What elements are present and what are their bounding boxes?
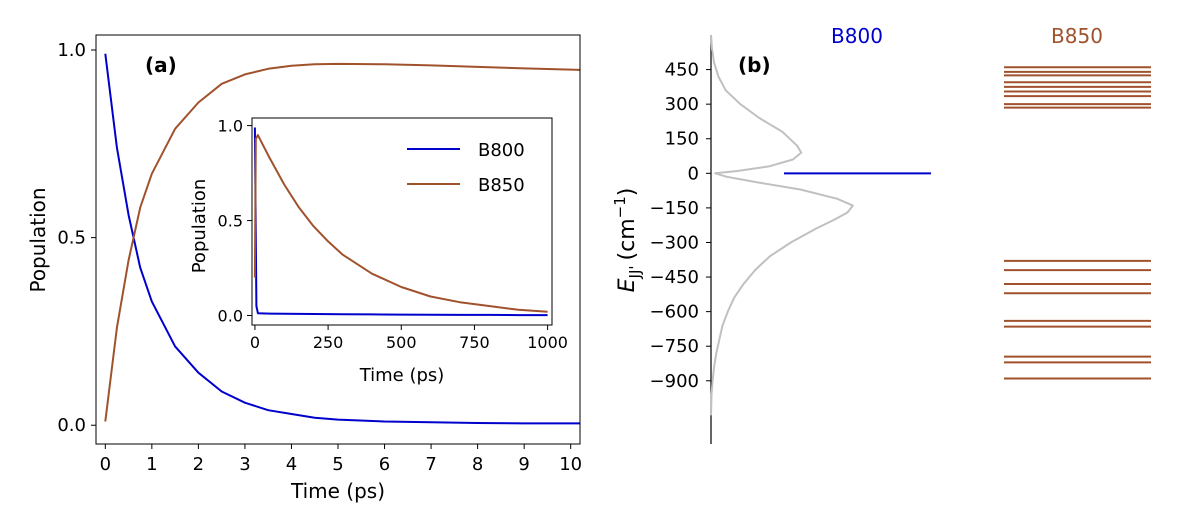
panel-a: 0 1 2 3 4 5 6 7 8 9 10 0.0 0.5 1.0 Time (ps) Populat…: [26, 34, 582, 503]
panel-b-levels-group: [784, 66, 1151, 380]
panel-b-y-ticks: 450 300 150 0 −150 −300 −450 −600 −750 −900: [650, 60, 711, 392]
x-tick-label: 7: [425, 454, 436, 475]
x-tick-label: 2: [193, 454, 204, 475]
panel-a-y-axis-label: Population: [26, 187, 50, 292]
panel-b-label: (b): [738, 53, 771, 77]
inset-legend: B800 B850: [407, 140, 525, 196]
panel-a-x-ticks: 0 1 2 3 4 5 6 7 8 9 10: [100, 444, 582, 475]
inset-x-tick-label: 500: [386, 333, 417, 352]
x-tick-label: 8: [472, 454, 483, 475]
panel-a-series-group: [104, 53, 581, 425]
panel-b-y-tick-label: 450: [665, 60, 699, 81]
panel-a-y-ticks: 0.0 0.5 1.0: [57, 40, 96, 436]
y-label-subscript: JJ': [626, 265, 644, 279]
x-tick-label: 4: [286, 454, 297, 475]
panel-b-y-tick-label: 150: [665, 129, 699, 150]
x-tick-label: 9: [518, 454, 529, 475]
y-tick-label: 0.0: [57, 415, 86, 436]
inset-x-ticks: 0 250 500 750 1000: [250, 325, 568, 352]
column-title-b800: B800: [831, 24, 883, 48]
panel-a-label: (a): [145, 53, 177, 77]
x-tick-label: 5: [332, 454, 343, 475]
x-tick-label: 6: [379, 454, 390, 475]
x-tick-label: 1: [146, 454, 157, 475]
column-title-b850: B850: [1051, 24, 1103, 48]
panel-b-y-tick-label: −750: [650, 336, 699, 357]
inset-x-tick-label: 750: [459, 333, 490, 352]
inset-series-group: [253, 127, 548, 317]
x-tick-label: 10: [559, 454, 582, 475]
inset-y-tick-label: 0.0: [218, 307, 243, 326]
y-label-unit-close: ): [615, 188, 640, 197]
inset-axes-frame: [251, 117, 553, 326]
panel-b-y-tick-label: 300: [665, 94, 699, 115]
legend-label-b850: B850: [478, 175, 525, 196]
inset-y-tick-label: 1.0: [218, 117, 243, 136]
panel-b-y-tick-label: −300: [650, 232, 699, 253]
panel-b-density-curve: [710, 34, 854, 416]
y-label-unit-exponent: −1: [611, 196, 629, 218]
y-tick-label: 0.5: [57, 228, 86, 249]
inset-series-line-b850: [253, 134, 548, 313]
panel-b-density-profile-group: [710, 34, 854, 416]
inset-x-tick-label: 1000: [527, 333, 568, 352]
panel-b-y-tick-label: −900: [650, 371, 699, 392]
panel-a-inset: 0 250 500 750 1000 0.0 0.5 1.0 Time (ps) Popul…: [189, 117, 568, 386]
x-tick-label: 0: [100, 454, 111, 475]
inset-x-tick-label: 250: [313, 333, 344, 352]
y-tick-label: 1.0: [57, 40, 86, 61]
panel-b-y-tick-label: −600: [650, 302, 699, 323]
panel-a-series-line-b800: [104, 53, 580, 425]
panel-b-y-axis-label: EJJ' (cm−1): [611, 188, 644, 293]
panel-b-y-tick-label: −150: [650, 198, 699, 219]
x-tick-label: 3: [239, 454, 250, 475]
inset-x-tick-label: 0: [250, 333, 260, 352]
inset-y-ticks: 0.0 0.5 1.0: [218, 117, 252, 326]
inset-y-tick-label: 0.5: [218, 212, 243, 231]
inset-series-line-b800: [253, 127, 548, 317]
panel-b-y-tick-label: −450: [650, 267, 699, 288]
panel-b: 450 300 150 0 −150 −300 −450 −600 −750 −900 (b) B…: [611, 24, 1151, 444]
legend-label-b800: B800: [478, 140, 525, 161]
y-label-unit: (cm: [615, 218, 640, 260]
inset-background: [252, 118, 552, 325]
panel-a-x-axis-label: Time (ps): [290, 479, 385, 503]
inset-x-axis-label: Time (ps): [359, 365, 445, 386]
panel-b-y-tick-label: 0: [688, 163, 699, 184]
panel-a-series-line-b850: [104, 62, 581, 422]
y-label-symbol: E: [615, 278, 640, 292]
inset-y-axis-label: Population: [189, 179, 210, 274]
